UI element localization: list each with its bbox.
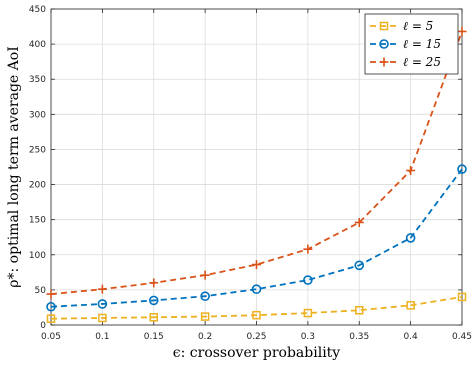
data-point xyxy=(405,233,416,243)
y-ticks: 0 50 100 150 200 250 300 350 400 450 xyxy=(29,5,462,331)
data-point xyxy=(303,275,313,285)
data-point xyxy=(406,301,415,310)
y-tick-label: 50 xyxy=(35,286,47,296)
data-point xyxy=(406,166,416,176)
data-point xyxy=(200,291,210,302)
data-point xyxy=(355,306,364,315)
y-tick-label: 150 xyxy=(29,216,46,226)
data-point xyxy=(354,217,364,227)
x-tick-label: 0.2 xyxy=(198,332,212,342)
legend-marker xyxy=(379,57,389,67)
data-point xyxy=(98,313,107,323)
y-tick-label: 100 xyxy=(29,251,46,261)
data-point xyxy=(303,308,313,318)
series-line xyxy=(50,168,463,308)
legend-label: ℓ = 5 xyxy=(403,19,433,33)
x-tick-label: 0.4 xyxy=(403,332,418,342)
data-point xyxy=(457,26,467,36)
x-tick-label: 0.15 xyxy=(144,332,164,342)
y-tick-label: 350 xyxy=(29,75,46,85)
data-point xyxy=(200,312,210,321)
grid xyxy=(50,8,463,326)
legend-label: ℓ = 25 xyxy=(403,55,441,69)
x-tick-label: 0.45 xyxy=(452,332,472,342)
data-point xyxy=(97,299,108,309)
data-point xyxy=(148,295,159,306)
y-tick-label: 250 xyxy=(29,145,46,155)
data-point xyxy=(252,260,261,270)
data-point xyxy=(251,284,262,294)
y-tick-label: 0 xyxy=(40,321,46,331)
data-point xyxy=(252,310,261,320)
x-tick-label: 0.05 xyxy=(41,332,61,342)
series-2 xyxy=(46,26,467,299)
legend-label: ℓ = 15 xyxy=(403,37,441,51)
series-layer xyxy=(46,26,467,323)
data-point xyxy=(303,244,313,254)
y-tick-label: 200 xyxy=(29,181,46,191)
legend-marker xyxy=(379,21,389,31)
data-point xyxy=(46,289,56,299)
series-1 xyxy=(46,164,467,312)
data-point xyxy=(457,164,467,174)
data-point xyxy=(354,260,365,271)
data-point xyxy=(457,292,467,302)
legend: ℓ = 5 ℓ = 15 ℓ = 25 xyxy=(364,13,459,75)
x-tick-label: 0.25 xyxy=(246,332,266,342)
y-tick-label: 300 xyxy=(29,110,46,120)
data-point xyxy=(46,301,56,312)
data-point xyxy=(97,284,107,294)
legend-item: ℓ = 5 xyxy=(370,19,433,33)
x-tick-label: 0.3 xyxy=(301,332,315,342)
x-tick-label: 0.35 xyxy=(349,332,369,342)
x-ticks: 0.05 0.1 0.15 0.2 0.25 0.3 0.35 0.4 0.45 xyxy=(41,9,472,342)
data-point xyxy=(46,314,56,323)
data-point xyxy=(149,313,158,322)
x-tick-label: 0.1 xyxy=(95,332,109,342)
data-point xyxy=(149,278,159,288)
y-tick-label: 450 xyxy=(29,5,46,15)
x-axis-label: ϵ: crossover probability xyxy=(173,345,341,361)
series-0 xyxy=(46,292,467,323)
y-axis-label: ρ*: optimal long term average AoI xyxy=(6,46,22,287)
series-line xyxy=(50,296,463,320)
data-point xyxy=(200,270,210,280)
y-tick-label: 400 xyxy=(29,40,46,50)
legend-marker xyxy=(379,39,389,49)
legend-item: ℓ = 15 xyxy=(370,37,441,51)
legend-item: ℓ = 25 xyxy=(370,55,441,69)
